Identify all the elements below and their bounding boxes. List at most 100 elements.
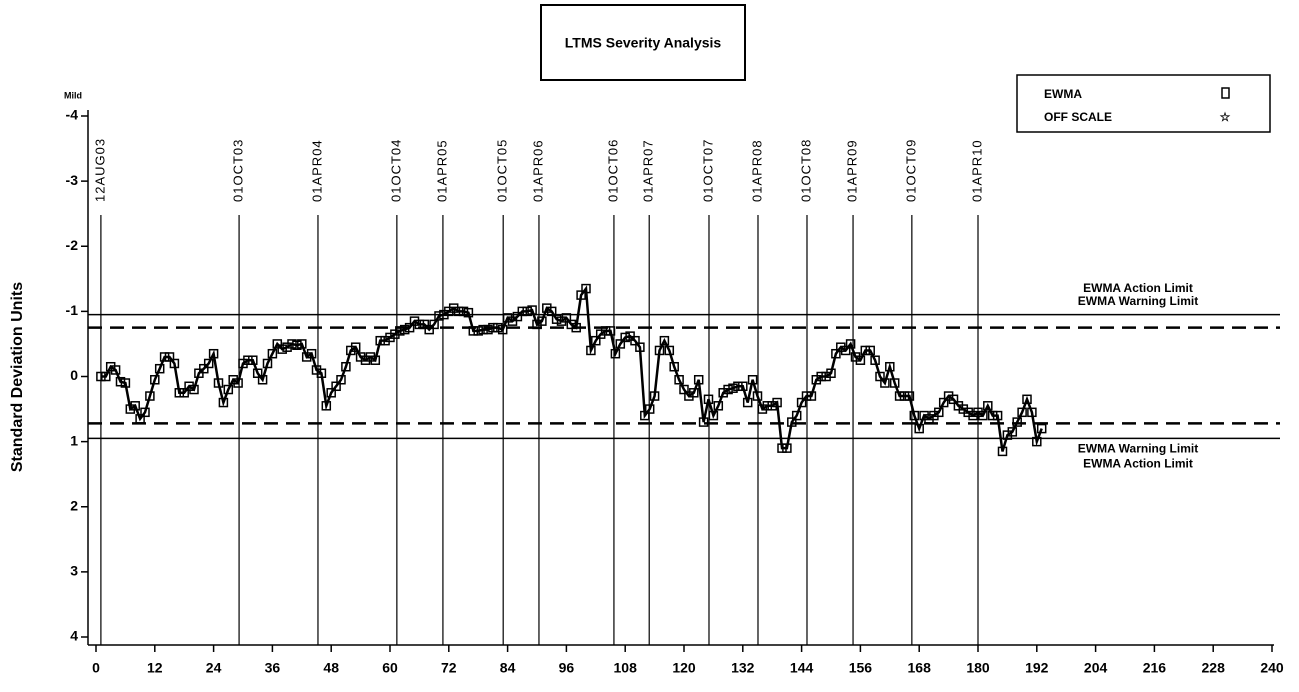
point-marker [218, 397, 229, 408]
point-marker [306, 348, 317, 359]
point-marker [693, 375, 704, 385]
x-tick-label: 204 [1084, 660, 1108, 676]
point-marker [728, 383, 738, 393]
point-marker [493, 322, 503, 333]
point-marker [130, 401, 140, 411]
point-marker [591, 335, 601, 346]
title-box [540, 4, 746, 81]
point-marker [257, 375, 268, 385]
point-marker [894, 391, 905, 401]
point-marker [468, 326, 479, 336]
point-marker [512, 311, 523, 322]
point-marker [199, 363, 209, 374]
point-marker [904, 391, 915, 401]
legend-marker: ☆ [1220, 110, 1231, 124]
point-marker [458, 306, 469, 317]
point-marker [1012, 417, 1022, 427]
x-tick-label: 108 [614, 660, 638, 676]
point-marker [267, 348, 278, 359]
point-marker [889, 378, 900, 388]
point-marker [831, 348, 841, 359]
chart-title: LTMS Severity Analysis [565, 35, 722, 51]
point-marker [615, 339, 626, 349]
reference-label: 01OCT06 [605, 139, 620, 202]
y-axis-label: Standard Deviation Units [9, 282, 26, 472]
y-tick-label: -1 [66, 302, 79, 318]
point-marker [713, 401, 724, 411]
point-marker [429, 319, 439, 330]
point-marker [997, 446, 1008, 457]
x-tick-label: 168 [908, 660, 932, 676]
point-marker [1032, 436, 1042, 447]
point-marker [395, 326, 405, 336]
point-marker [473, 326, 483, 336]
reference-label: 01APR09 [844, 139, 859, 202]
point-marker [644, 404, 655, 414]
point-marker [855, 355, 866, 365]
y-top-note: Mild [64, 90, 82, 100]
point-marker [277, 344, 287, 354]
point-marker [586, 345, 596, 356]
y-tick-label: -3 [66, 172, 79, 188]
y-tick-label: 4 [70, 628, 78, 644]
point-marker [370, 355, 381, 365]
point-marker [571, 322, 581, 333]
point-marker [96, 371, 106, 382]
point-marker [752, 391, 763, 401]
point-marker [885, 361, 895, 372]
point-marker [899, 391, 910, 401]
point-marker [914, 423, 924, 434]
x-tick-label: 96 [559, 660, 575, 676]
point-marker [115, 376, 126, 387]
point-marker [424, 324, 434, 335]
point-marker [845, 339, 856, 349]
y-tick-label: 2 [70, 497, 78, 513]
point-marker [316, 368, 327, 378]
point-marker [708, 410, 719, 421]
point-marker [1017, 407, 1027, 418]
reference-label: 01APR10 [969, 139, 984, 202]
point-marker [600, 326, 611, 336]
point-marker [154, 363, 165, 374]
point-marker [860, 345, 871, 356]
point-marker [654, 345, 665, 356]
point-marker [801, 391, 812, 401]
point-marker [909, 410, 920, 421]
x-tick-label: 228 [1202, 660, 1226, 676]
point-marker [331, 381, 341, 392]
point-marker [948, 394, 959, 405]
point-marker [840, 345, 851, 356]
legend-box [1016, 74, 1271, 133]
point-marker [419, 319, 430, 330]
reference-label: 01APR05 [434, 139, 449, 202]
series-line [100, 285, 1043, 452]
x-tick-label: 216 [1143, 660, 1167, 676]
reference-label: 01OCT08 [798, 139, 813, 202]
point-marker [488, 322, 498, 333]
point-marker [782, 443, 792, 453]
point-marker [772, 397, 782, 408]
point-marker [522, 306, 532, 317]
point-marker [174, 388, 185, 398]
point-marker [414, 319, 425, 330]
point-marker [546, 306, 557, 317]
point-marker [297, 339, 307, 349]
x-tick-label: 60 [382, 660, 398, 676]
x-tick-label: 84 [500, 660, 516, 676]
point-marker [483, 324, 493, 335]
point-marker [816, 371, 826, 382]
x-tick-label: 36 [265, 660, 281, 676]
point-marker [248, 355, 258, 365]
point-marker [189, 384, 199, 395]
point-marker [169, 358, 180, 369]
point-marker [635, 342, 645, 352]
point-marker [703, 394, 714, 405]
point-marker [875, 371, 885, 382]
x-tick-label: 0 [92, 660, 100, 676]
point-marker [992, 410, 1003, 421]
point-marker [679, 384, 689, 395]
point-marker [223, 384, 234, 395]
point-marker [762, 401, 773, 411]
point-marker [537, 316, 547, 326]
point-marker [101, 371, 111, 382]
